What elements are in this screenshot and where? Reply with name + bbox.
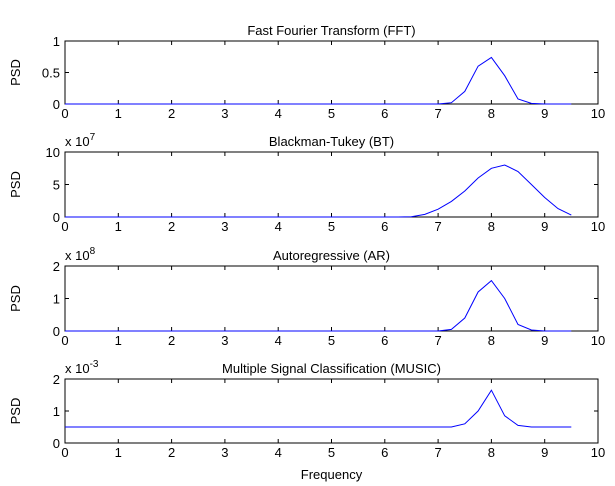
x-tick-label: 0 <box>61 106 68 121</box>
series-line <box>65 56 572 105</box>
subplot-1: 0 1 2 3 4 5 6 7 8 9 10 0 0.5 1 PSD Fast Fourier Transfo… <box>8 23 605 121</box>
x-tick-label: 0 <box>61 445 68 460</box>
x-tick-label: 10 <box>591 333 605 348</box>
x-tick-label: 2 <box>168 219 175 234</box>
x-tick-label: 7 <box>434 106 441 121</box>
x-tick-label: 9 <box>541 106 548 121</box>
y-axis-label: PSD <box>8 59 23 86</box>
series-line <box>65 279 572 332</box>
x-tick-label: 4 <box>275 106 282 121</box>
y-exponent-power: -3 <box>90 359 99 370</box>
axes-box <box>64 40 599 105</box>
subplot-title: Autoregressive (AR) <box>273 248 390 263</box>
x-tick-label: 3 <box>221 445 228 460</box>
x-tick-label: 6 <box>381 333 388 348</box>
series-line <box>65 389 572 428</box>
x-axis-label: Frequency <box>301 467 363 482</box>
subplot-title: Multiple Signal Classification (MUSIC) <box>222 361 441 376</box>
x-tick-label: 6 <box>381 445 388 460</box>
x-tick-label: 10 <box>591 445 605 460</box>
x-tick-label: 2 <box>168 445 175 460</box>
subplot-4: 0 1 2 3 4 5 6 7 8 9 10 0 1 2 PSD Multiple Signal Classi… <box>8 359 605 482</box>
x-tick-label: 4 <box>275 445 282 460</box>
y-tick-label: 5 <box>53 178 60 193</box>
x-tick-label: 8 <box>488 106 495 121</box>
y-tick-label: 0 <box>53 436 60 451</box>
x-tick-label: 3 <box>221 219 228 234</box>
x-tick-label: 3 <box>221 333 228 348</box>
x-tick-label: 8 <box>488 445 495 460</box>
y-exponent-power: 8 <box>90 246 96 257</box>
y-tick-label: 0 <box>53 97 60 112</box>
series-line <box>65 164 572 218</box>
x-tick-label: 2 <box>168 106 175 121</box>
x-tick-label: 9 <box>541 219 548 234</box>
x-tick-label: 1 <box>115 219 122 234</box>
x-tick-label: 5 <box>328 333 335 348</box>
y-axis-label: PSD <box>8 285 23 312</box>
y-axis-label: PSD <box>8 171 23 198</box>
x-tick-label: 5 <box>328 445 335 460</box>
x-tick-label: 8 <box>488 219 495 234</box>
x-tick-label: 10 <box>591 106 605 121</box>
x-tick-label: 1 <box>115 106 122 121</box>
x-tick-label: 0 <box>61 333 68 348</box>
x-tick-label: 9 <box>541 445 548 460</box>
y-tick-label: 1 <box>53 292 60 307</box>
subplot-title: Blackman-Tukey (BT) <box>269 134 394 149</box>
x-tick-label: 9 <box>541 333 548 348</box>
x-tick-label: 3 <box>221 106 228 121</box>
y-exponent-label: x 10-3 <box>65 359 99 376</box>
y-tick-label: 2 <box>53 259 60 274</box>
x-tick-label: 4 <box>275 219 282 234</box>
y-axis-label: PSD <box>8 398 23 425</box>
x-tick-label: 10 <box>591 219 605 234</box>
x-tick-label: 7 <box>434 333 441 348</box>
axes-box <box>64 151 599 218</box>
x-tick-label: 7 <box>434 219 441 234</box>
x-tick-label: 7 <box>434 445 441 460</box>
y-tick-label: 1 <box>53 34 60 49</box>
y-tick-label: 0 <box>53 324 60 339</box>
x-tick-label: 5 <box>328 219 335 234</box>
subplot-title: Fast Fourier Transform (FFT) <box>247 23 415 38</box>
y-exponent-power: 7 <box>90 132 96 143</box>
y-tick-label: 0.5 <box>42 66 60 81</box>
x-tick-label: 6 <box>381 219 388 234</box>
x-tick-label: 1 <box>115 445 122 460</box>
x-tick-label: 6 <box>381 106 388 121</box>
x-tick-label: 5 <box>328 106 335 121</box>
x-tick-label: 0 <box>61 219 68 234</box>
y-tick-label: 10 <box>46 145 60 160</box>
x-tick-label: 8 <box>488 333 495 348</box>
y-exponent-label: x 108 <box>65 246 96 263</box>
axes-box <box>64 378 599 444</box>
y-exponent-label: x 107 <box>65 132 96 149</box>
subplot-2: 0 1 2 3 4 5 6 7 8 9 10 0 5 10 PSD Blackman-Tukey (BT) x … <box>8 132 605 234</box>
y-tick-label: 0 <box>53 210 60 225</box>
x-tick-label: 4 <box>275 333 282 348</box>
axes-box <box>64 265 599 332</box>
x-tick-label: 2 <box>168 333 175 348</box>
y-tick-label: 1 <box>53 404 60 419</box>
y-tick-label: 2 <box>53 372 60 387</box>
subplot-3: 0 1 2 3 4 5 6 7 8 9 10 0 1 2 PSD Autoregressive (AR) x 1… <box>8 246 605 348</box>
x-tick-label: 1 <box>115 333 122 348</box>
